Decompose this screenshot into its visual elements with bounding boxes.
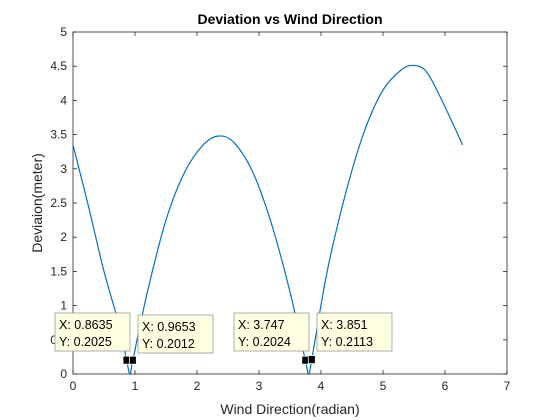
chart-title: Deviation vs Wind Direction: [197, 11, 382, 27]
datatips-layer[interactable]: X: 0.8635 Y: 0.2025 X: 0.9653 Y: 0.2012 X: 3…: [54, 312, 393, 365]
x-tick-label: 7: [504, 379, 511, 393]
datatip-x-text: X: 3.851: [321, 318, 368, 332]
datatip-x-text: X: 0.9653: [142, 320, 196, 334]
y-tick-label: 2.5: [50, 196, 67, 210]
x-tick-label: 4: [318, 379, 325, 393]
x-tick-label: 5: [380, 379, 387, 393]
y-tick-label: 4.5: [50, 59, 67, 73]
x-tick-label: 2: [194, 379, 201, 393]
datatip-y-text: Y: 0.2012: [142, 337, 195, 351]
datatip-y-text: Y: 0.2025: [59, 335, 112, 349]
y-tick-label: 1.5: [50, 264, 67, 278]
y-tick-label: 3: [60, 162, 67, 176]
y-tick-label: 1: [60, 299, 67, 313]
y-tick-label: 3.5: [50, 128, 67, 142]
y-tick-label: 5: [60, 25, 67, 39]
x-axis-label: Wind Direction(radian): [220, 401, 359, 417]
datatip-x-text: X: 0.8635: [59, 318, 113, 332]
datatip-box[interactable]: [233, 312, 310, 352]
series-line: [72, 64, 464, 375]
x-tick-label: 6: [442, 379, 449, 393]
y-tick-label: 2: [60, 230, 67, 244]
datatip-y-text: Y: 0.2024: [238, 335, 291, 349]
datatip-y-text: Y: 0.2113: [321, 335, 373, 349]
datatip-box[interactable]: [54, 312, 131, 352]
series-layer: [72, 64, 464, 375]
y-tick-label: 0: [60, 367, 67, 381]
datatip-box[interactable]: [137, 314, 214, 354]
datatip-marker[interactable]: [307, 355, 316, 364]
datatip-marker[interactable]: [128, 355, 137, 365]
x-tick-label: 1: [132, 379, 139, 393]
x-tick-label: 0: [70, 379, 77, 393]
datatip-box[interactable]: [316, 312, 393, 352]
datatip-x-text: X: 3.747: [238, 318, 285, 332]
y-tick-label: 4: [60, 93, 67, 107]
datatip-marker[interactable]: [301, 355, 310, 365]
y-axis-label: Deviaion(meter): [29, 153, 45, 253]
x-tick-label: 3: [256, 379, 263, 393]
